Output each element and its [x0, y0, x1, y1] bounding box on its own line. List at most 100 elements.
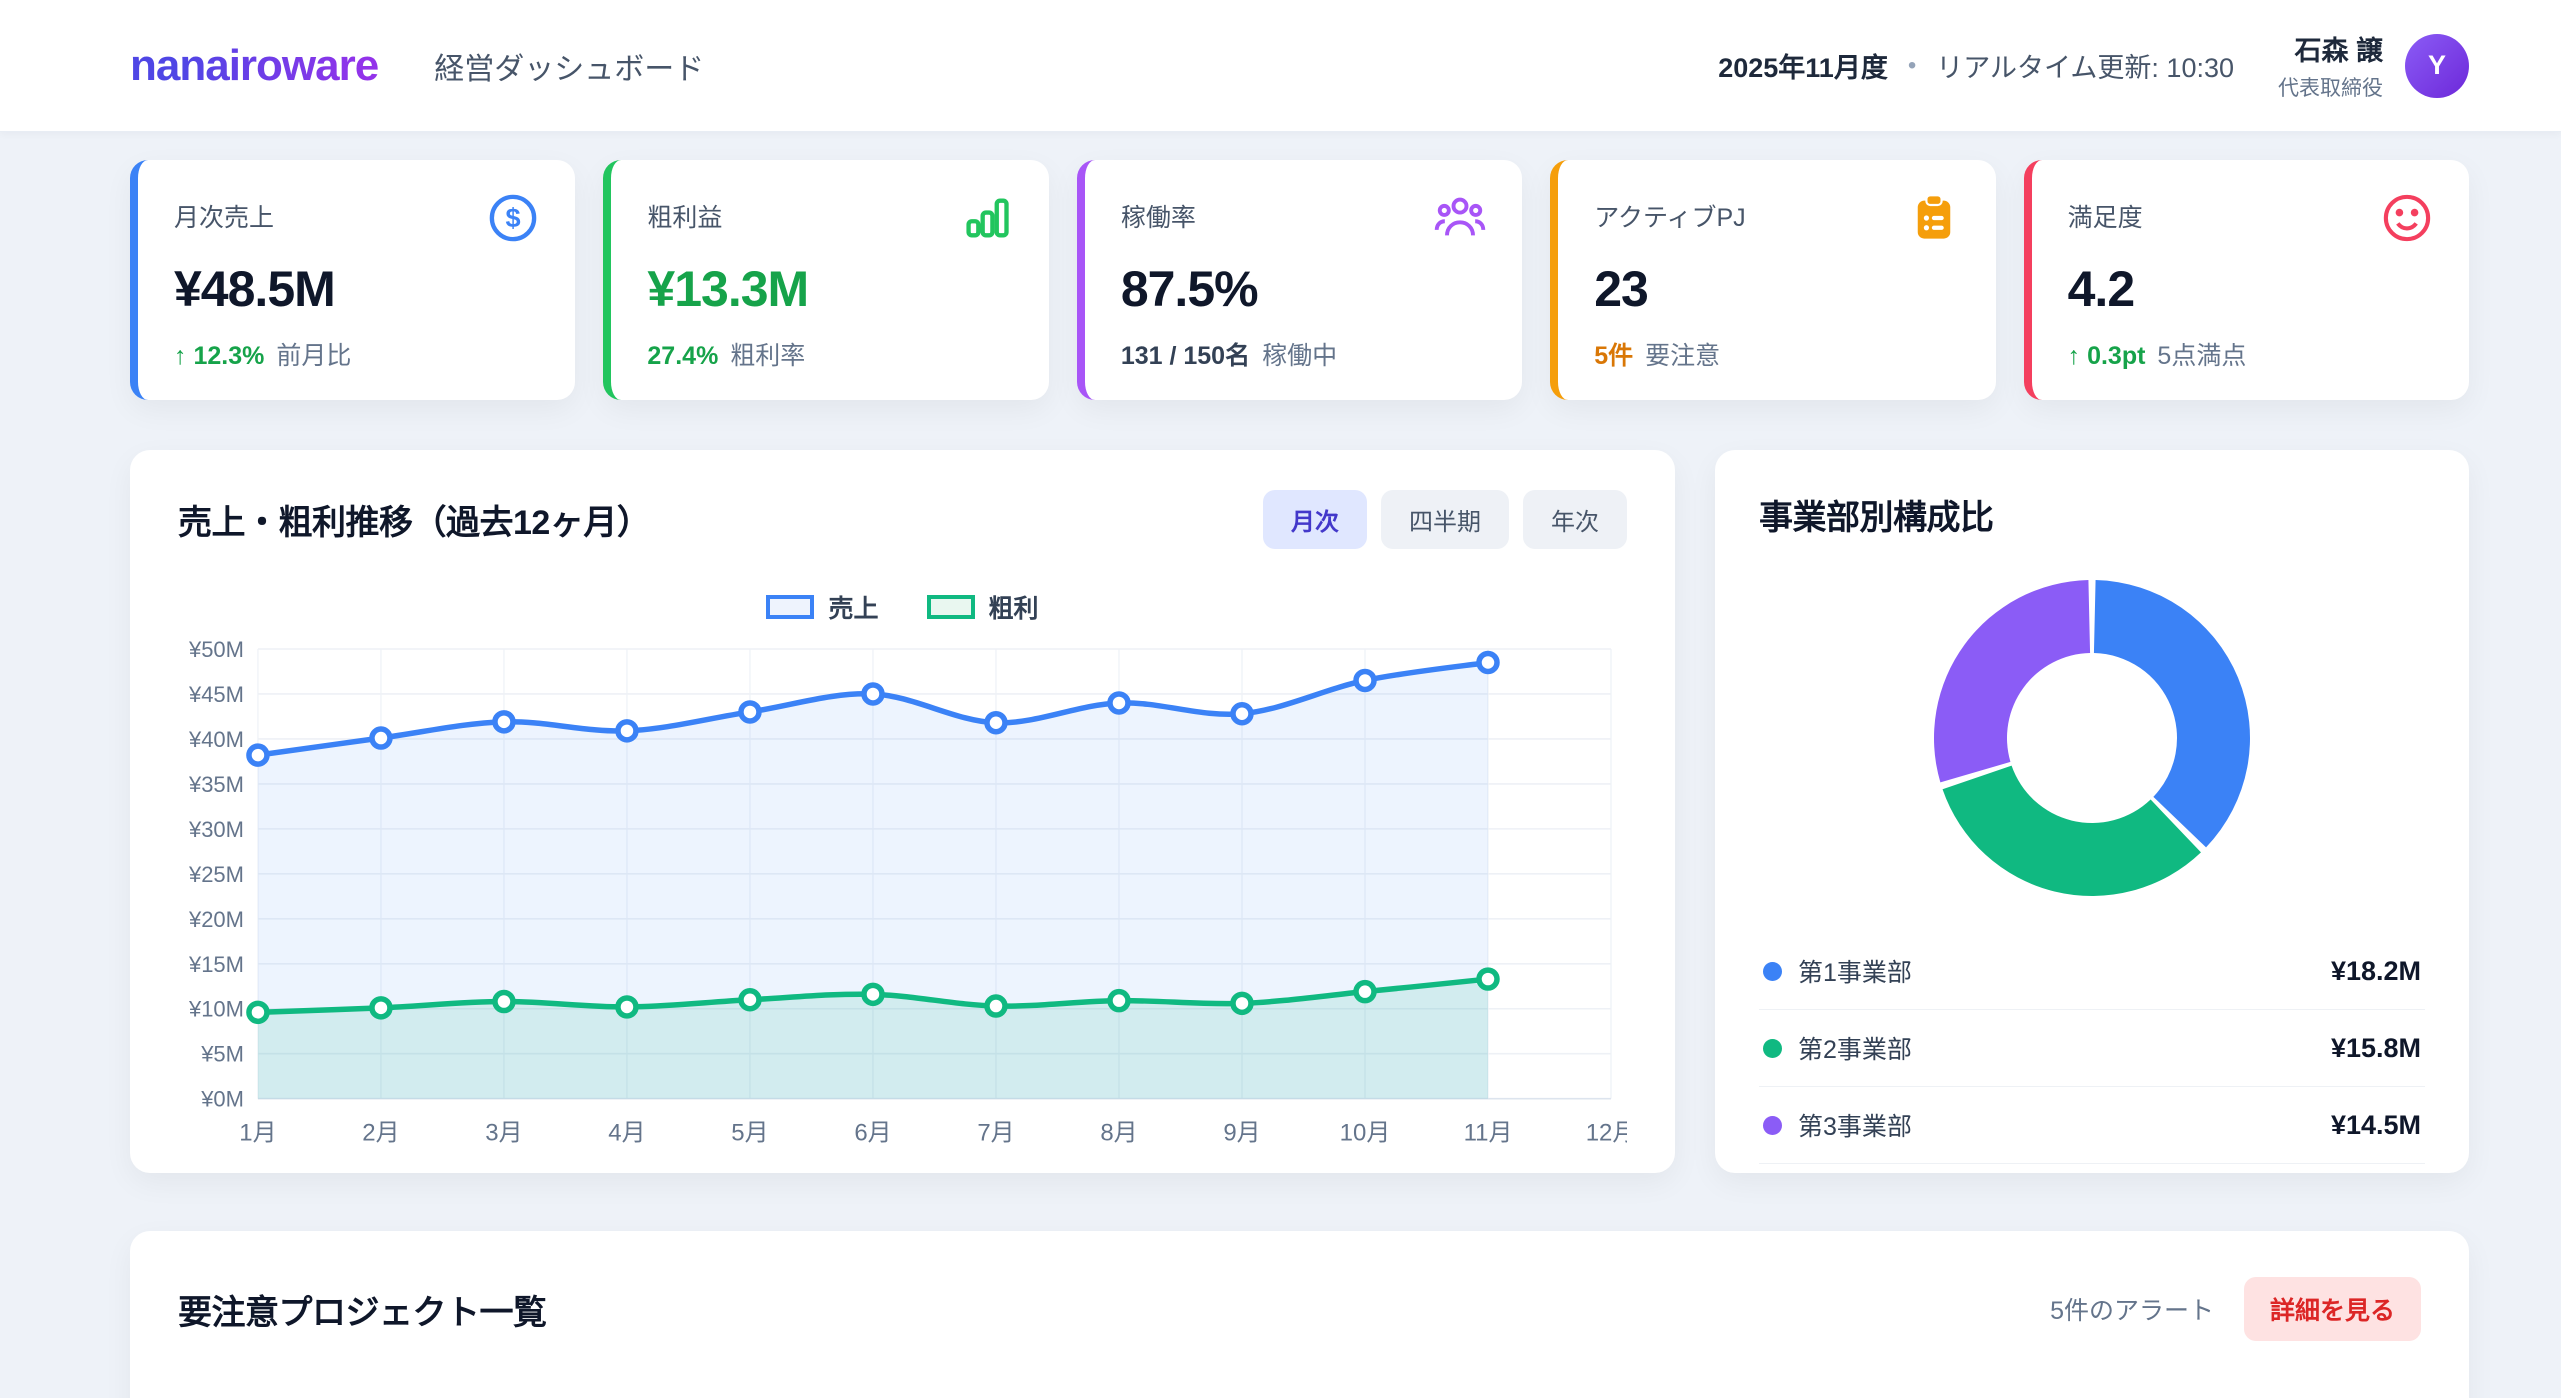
kpi-card-utilization: 稼働率 87.5% 131 / 150名 稼働中 — [1076, 160, 1523, 400]
svg-text:11月: 11月 — [1464, 1120, 1513, 1147]
sales-legend-swatch — [766, 595, 815, 619]
donut-chart-svg — [1933, 580, 2250, 897]
kpi-card-satisfaction: 満足度 4.2 ↑ 0.3pt 5点満点 — [2023, 160, 2470, 400]
svg-text:¥15M: ¥15M — [188, 952, 244, 977]
division-value: ¥18.2M — [2330, 955, 2421, 986]
donut-legend: 第1事業部 ¥18.2M 第2事業部 ¥15.8M 第3事業部 ¥14.5M — [1759, 933, 2425, 1164]
svg-text:6月: 6月 — [854, 1120, 891, 1147]
svg-text:3月: 3月 — [485, 1120, 522, 1147]
division-breakdown-card: 事業部別構成比 第1事業部 ¥18.2M 第2事業部 ¥15.8M 第3事業部 — [1715, 450, 2469, 1173]
top-bar: nanairoware 経営ダッシュボード 2025年11月度 • リアルタイム… — [0, 0, 2561, 132]
division2-color-dot — [1763, 1038, 1782, 1058]
alert-count-label: 5件のアラート — [2050, 1297, 2214, 1325]
profit-legend-swatch — [926, 595, 975, 619]
kpi-card-active-projects: アクティブPJ 23 5件 要注意 — [1550, 160, 1996, 400]
svg-text:¥45M: ¥45M — [188, 682, 244, 707]
avatar[interactable]: Y — [2405, 33, 2469, 98]
kpi-value: 4.2 — [2067, 261, 2136, 317]
kpi-label: 月次売上 — [174, 204, 275, 232]
kpi-row: 月次売上 $ ¥48.5M ↑ 12.3% 前月比 粗利益 ¥13.3M 27.4… — [130, 160, 2470, 400]
topbar-right: 2025年11月度 • リアルタイム更新: 10:30 石森 譲 代表取締役 Y — [1718, 29, 2469, 102]
donut-legend-row-division3: 第3事業部 ¥14.5M — [1759, 1087, 2425, 1164]
svg-text:2月: 2月 — [362, 1120, 399, 1147]
kpi-subtext: 27.4% 粗利率 — [647, 342, 806, 370]
kpi-subtext: 5件 要注意 — [1594, 342, 1721, 370]
realtime-updated-label: リアルタイム更新: 10:30 — [1936, 53, 2234, 83]
kpi-delta: 27.4% — [647, 342, 719, 370]
period-label: 2025年11月度 — [1718, 53, 1888, 83]
division-value: ¥14.5M — [2330, 1109, 2421, 1140]
svg-text:12月: 12月 — [1586, 1120, 1627, 1147]
svg-text:9月: 9月 — [1223, 1120, 1260, 1147]
people-icon — [1434, 192, 1486, 244]
svg-text:¥35M: ¥35M — [188, 772, 244, 797]
legend-label: 粗利 — [988, 595, 1039, 623]
kpi-value: 23 — [1594, 261, 1649, 317]
svg-text:10月: 10月 — [1340, 1120, 1391, 1147]
trend-chart-legend: 売上 粗利 — [178, 589, 1627, 625]
kpi-label: 稼働率 — [1120, 204, 1196, 232]
svg-text:¥20M: ¥20M — [188, 907, 244, 932]
svg-text:¥10M: ¥10M — [188, 997, 244, 1022]
kpi-label: アクティブPJ — [1594, 204, 1746, 232]
kpi-value: 87.5% — [1120, 261, 1259, 317]
kpi-label: 粗利益 — [647, 204, 723, 232]
legend-item-profit[interactable]: 粗利 — [926, 589, 1039, 625]
trend-chart-title: 売上・粗利推移（過去12ヶ月） — [178, 504, 651, 542]
brand-logo: nanairoware — [130, 40, 379, 90]
kpi-delta: 5件 — [1594, 342, 1634, 370]
toggle-monthly[interactable]: 月次 — [1263, 490, 1367, 549]
svg-text:7月: 7月 — [977, 1120, 1014, 1147]
svg-text:5月: 5月 — [731, 1120, 768, 1147]
kpi-subtext: ↑ 0.3pt 5点満点 — [2067, 342, 2247, 370]
division-value: ¥15.8M — [2330, 1032, 2421, 1063]
user-name: 石森 譲 — [2294, 36, 2383, 66]
toggle-quarterly[interactable]: 四半期 — [1381, 490, 1509, 549]
dollar-circle-icon: $ — [487, 192, 539, 244]
svg-text:¥0M: ¥0M — [200, 1087, 244, 1112]
watch-projects-card: 要注意プロジェクト一覧 5件のアラート 詳細を見る プロジェクト名 事業部 進捗… — [130, 1231, 2469, 1398]
sales-profit-trend-card: 売上・粗利推移（過去12ヶ月） 月次 四半期 年次 売上 粗利 ¥50M ¥45M… — [130, 450, 1675, 1173]
division-label: 第1事業部 — [1798, 959, 1912, 987]
svg-text:¥25M: ¥25M — [188, 862, 244, 887]
smiley-icon — [2381, 192, 2433, 244]
view-details-button[interactable]: 詳細を見る — [2243, 1277, 2421, 1341]
kpi-delta: 131 / 150名 — [1120, 342, 1251, 370]
svg-text:8月: 8月 — [1100, 1120, 1137, 1147]
division-label: 第3事業部 — [1798, 1113, 1912, 1141]
kpi-value: ¥48.5M — [174, 261, 336, 317]
legend-label: 売上 — [828, 595, 879, 623]
donut-legend-row-division1: 第1事業部 ¥18.2M — [1759, 933, 2425, 1010]
svg-text:1月: 1月 — [239, 1120, 276, 1147]
kpi-label: 満足度 — [2067, 204, 2143, 232]
kpi-subtext: 131 / 150名 稼働中 — [1120, 342, 1338, 370]
svg-text:4月: 4月 — [608, 1120, 645, 1147]
kpi-value: ¥13.3M — [647, 261, 809, 317]
period-toggle-group: 月次 四半期 年次 — [1263, 490, 1627, 549]
clipboard-icon — [1908, 192, 1960, 244]
projects-section-title: 要注意プロジェクト一覧 — [178, 1293, 547, 1332]
svg-text:¥5M: ¥5M — [200, 1042, 244, 1067]
legend-item-sales[interactable]: 売上 — [766, 589, 879, 625]
division1-color-dot — [1763, 961, 1782, 981]
trend-chart-svg: ¥50M ¥45M ¥40M ¥35M ¥30M ¥25M ¥20M ¥15M ¥10M ¥5M ¥… — [188, 637, 1627, 1147]
charts-row: 売上・粗利推移（過去12ヶ月） 月次 四半期 年次 売上 粗利 ¥50M ¥45M… — [130, 450, 2469, 1173]
bar-chart-icon — [961, 192, 1013, 244]
kpi-card-monthly-sales: 月次売上 $ ¥48.5M ↑ 12.3% 前月比 — [130, 160, 576, 400]
svg-text:$: $ — [506, 202, 521, 233]
donut-legend-row-division2: 第2事業部 ¥15.8M — [1759, 1010, 2425, 1087]
kpi-delta: ↑ 12.3% — [174, 342, 265, 370]
toggle-yearly[interactable]: 年次 — [1523, 490, 1627, 549]
user-block: 石森 譲 代表取締役 — [2278, 29, 2383, 102]
dot-separator: • — [1907, 51, 1917, 79]
svg-text:¥50M: ¥50M — [188, 637, 244, 662]
division3-color-dot — [1763, 1115, 1782, 1135]
user-role: 代表取締役 — [2278, 77, 2383, 100]
svg-text:¥30M: ¥30M — [188, 817, 244, 842]
donut-chart-title: 事業部別構成比 — [1759, 499, 1994, 537]
kpi-subtext: ↑ 12.3% 前月比 — [174, 342, 352, 370]
main-content: 月次売上 $ ¥48.5M ↑ 12.3% 前月比 粗利益 ¥13.3M 27.4… — [0, 132, 2561, 1398]
kpi-card-gross-profit: 粗利益 ¥13.3M 27.4% 粗利率 — [603, 160, 1049, 400]
kpi-delta: ↑ 0.3pt — [2067, 342, 2146, 370]
svg-text:¥40M: ¥40M — [188, 727, 244, 752]
